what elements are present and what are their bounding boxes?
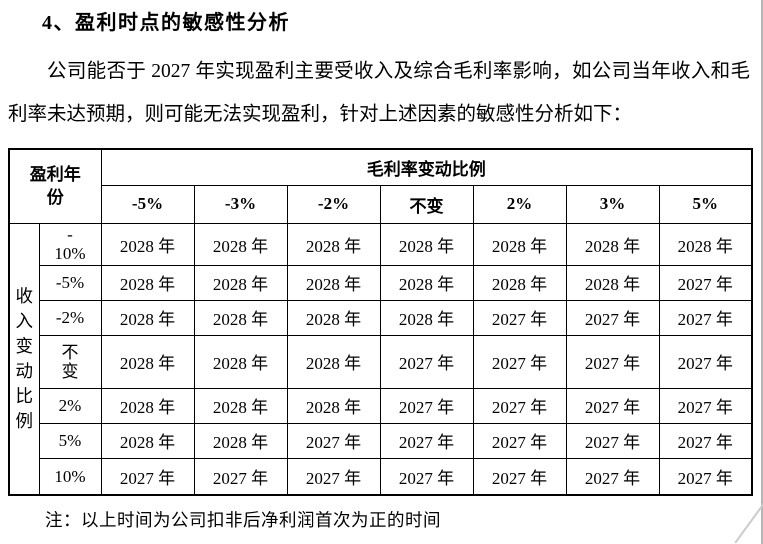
year-cell: 2028 年	[379, 222, 474, 266]
year-cell: 2028 年	[286, 334, 381, 389]
row-label: -2%	[38, 299, 102, 336]
header-row-group: 盈利年 份 毛利率变动比例	[8, 148, 753, 224]
year-cell: 2027 年	[100, 457, 195, 496]
year-cell: 2027 年	[379, 387, 474, 424]
year-cell: 2027 年	[565, 422, 660, 459]
year-cell: 2027 年	[472, 422, 567, 459]
year-cell: 2028 年	[193, 264, 288, 301]
row-group-label: 收入变动比例	[8, 222, 40, 496]
year-cell: 2028 年	[286, 387, 381, 424]
year-cell: 2027 年	[472, 299, 567, 336]
table-row: 10% 2027 年 2027 年 2027 年 2027 年 2027 年 2…	[9, 457, 753, 496]
sensitivity-table: 盈利年 份 毛利率变动比例 -5% -3% -2% 不变 2% 3% 5% 收入…	[8, 148, 753, 496]
year-cell: 2027 年	[193, 457, 288, 496]
year-cell: 2027 年	[565, 387, 660, 424]
table-row: -5% 2028 年 2028 年 2028 年 2028 年 2028 年 2…	[9, 264, 753, 301]
column-group-header: 毛利率变动比例	[100, 148, 753, 186]
year-cell: 2027 年	[472, 387, 567, 424]
year-cell: 2028 年	[193, 387, 288, 424]
year-cell: 2028 年	[379, 264, 474, 301]
row-label: 5%	[38, 422, 102, 459]
year-cell: 2027 年	[565, 299, 660, 336]
section-title: 4、盈利时点的敏感性分析	[42, 12, 290, 34]
page-edge-line	[761, 0, 763, 544]
year-cell: 2028 年	[286, 299, 381, 336]
table-row: -2% 2028 年 2028 年 2028 年 2028 年 2027 年 2…	[9, 299, 753, 336]
table-note: 注：以上时间为公司扣非后净利润首次为正的时间	[45, 510, 441, 530]
row-label: 不 变	[38, 334, 102, 389]
year-cell: 2027 年	[658, 387, 753, 424]
body-paragraph: 公司能否于 2027 年实现盈利主要受收入及综合毛利率影响，如公司当年收入和毛利…	[8, 61, 750, 125]
year-cell: 2027 年	[472, 334, 567, 389]
row-label: -5%	[38, 264, 102, 301]
year-cell: 2027 年	[472, 457, 567, 496]
table-row: 2% 2028 年 2028 年 2028 年 2027 年 2027 年 20…	[9, 387, 753, 424]
table-row: 收入变动比例 - 10% 2028 年 2028 年 2028 年 2028 年…	[8, 222, 753, 496]
year-cell: 2027 年	[658, 299, 753, 336]
table-row: 5% 2028 年 2028 年 2027 年 2027 年 2027 年 20…	[9, 422, 753, 459]
col-header: 3%	[565, 184, 660, 224]
year-cell: 2028 年	[193, 422, 288, 459]
row-label: - 10%	[38, 222, 102, 266]
year-cell: 2027 年	[565, 334, 660, 389]
year-cell: 2028 年	[565, 264, 660, 301]
table-row: 不 变 2028 年 2028 年 2028 年 2027 年 2027 年 2…	[9, 334, 753, 389]
col-header: 不变	[379, 184, 474, 224]
year-cell: 2028 年	[565, 222, 660, 266]
page-corner-line	[734, 502, 763, 544]
col-header: -3%	[193, 184, 288, 224]
row-label: 10%	[38, 457, 102, 496]
year-cell: 2028 年	[100, 222, 195, 266]
year-cell: 2027 年	[379, 334, 474, 389]
year-cell: 2027 年	[565, 457, 660, 496]
col-header: 5%	[658, 184, 753, 224]
year-cell: 2027 年	[286, 457, 381, 496]
year-cell: 2028 年	[193, 222, 288, 266]
year-cell: 2028 年	[100, 299, 195, 336]
year-cell: 2027 年	[658, 457, 753, 496]
year-cell: 2028 年	[100, 387, 195, 424]
year-cell: 2027 年	[658, 334, 753, 389]
year-cell: 2028 年	[193, 334, 288, 389]
col-header: -5%	[100, 184, 195, 224]
year-cell: 2028 年	[100, 264, 195, 301]
year-cell: 2027 年	[658, 422, 753, 459]
year-cell: 2028 年	[379, 299, 474, 336]
header-row-cols: -5% -3% -2% 不变 2% 3% 5%	[9, 184, 753, 224]
year-cell: 2028 年	[100, 334, 195, 389]
year-cell: 2028 年	[193, 299, 288, 336]
col-header: -2%	[286, 184, 381, 224]
col-header: 2%	[472, 184, 567, 224]
year-cell: 2028 年	[286, 264, 381, 301]
row-label: 2%	[38, 387, 102, 424]
year-cell: 2027 年	[379, 457, 474, 496]
year-cell: 2027 年	[658, 264, 753, 301]
year-cell: 2027 年	[379, 422, 474, 459]
year-cell: 2028 年	[658, 222, 753, 266]
year-cell: 2028 年	[286, 222, 381, 266]
corner-header: 盈利年 份	[8, 148, 102, 224]
year-cell: 2028 年	[472, 264, 567, 301]
year-cell: 2028 年	[100, 422, 195, 459]
year-cell: 2027 年	[286, 422, 381, 459]
year-cell: 2028 年	[472, 222, 567, 266]
